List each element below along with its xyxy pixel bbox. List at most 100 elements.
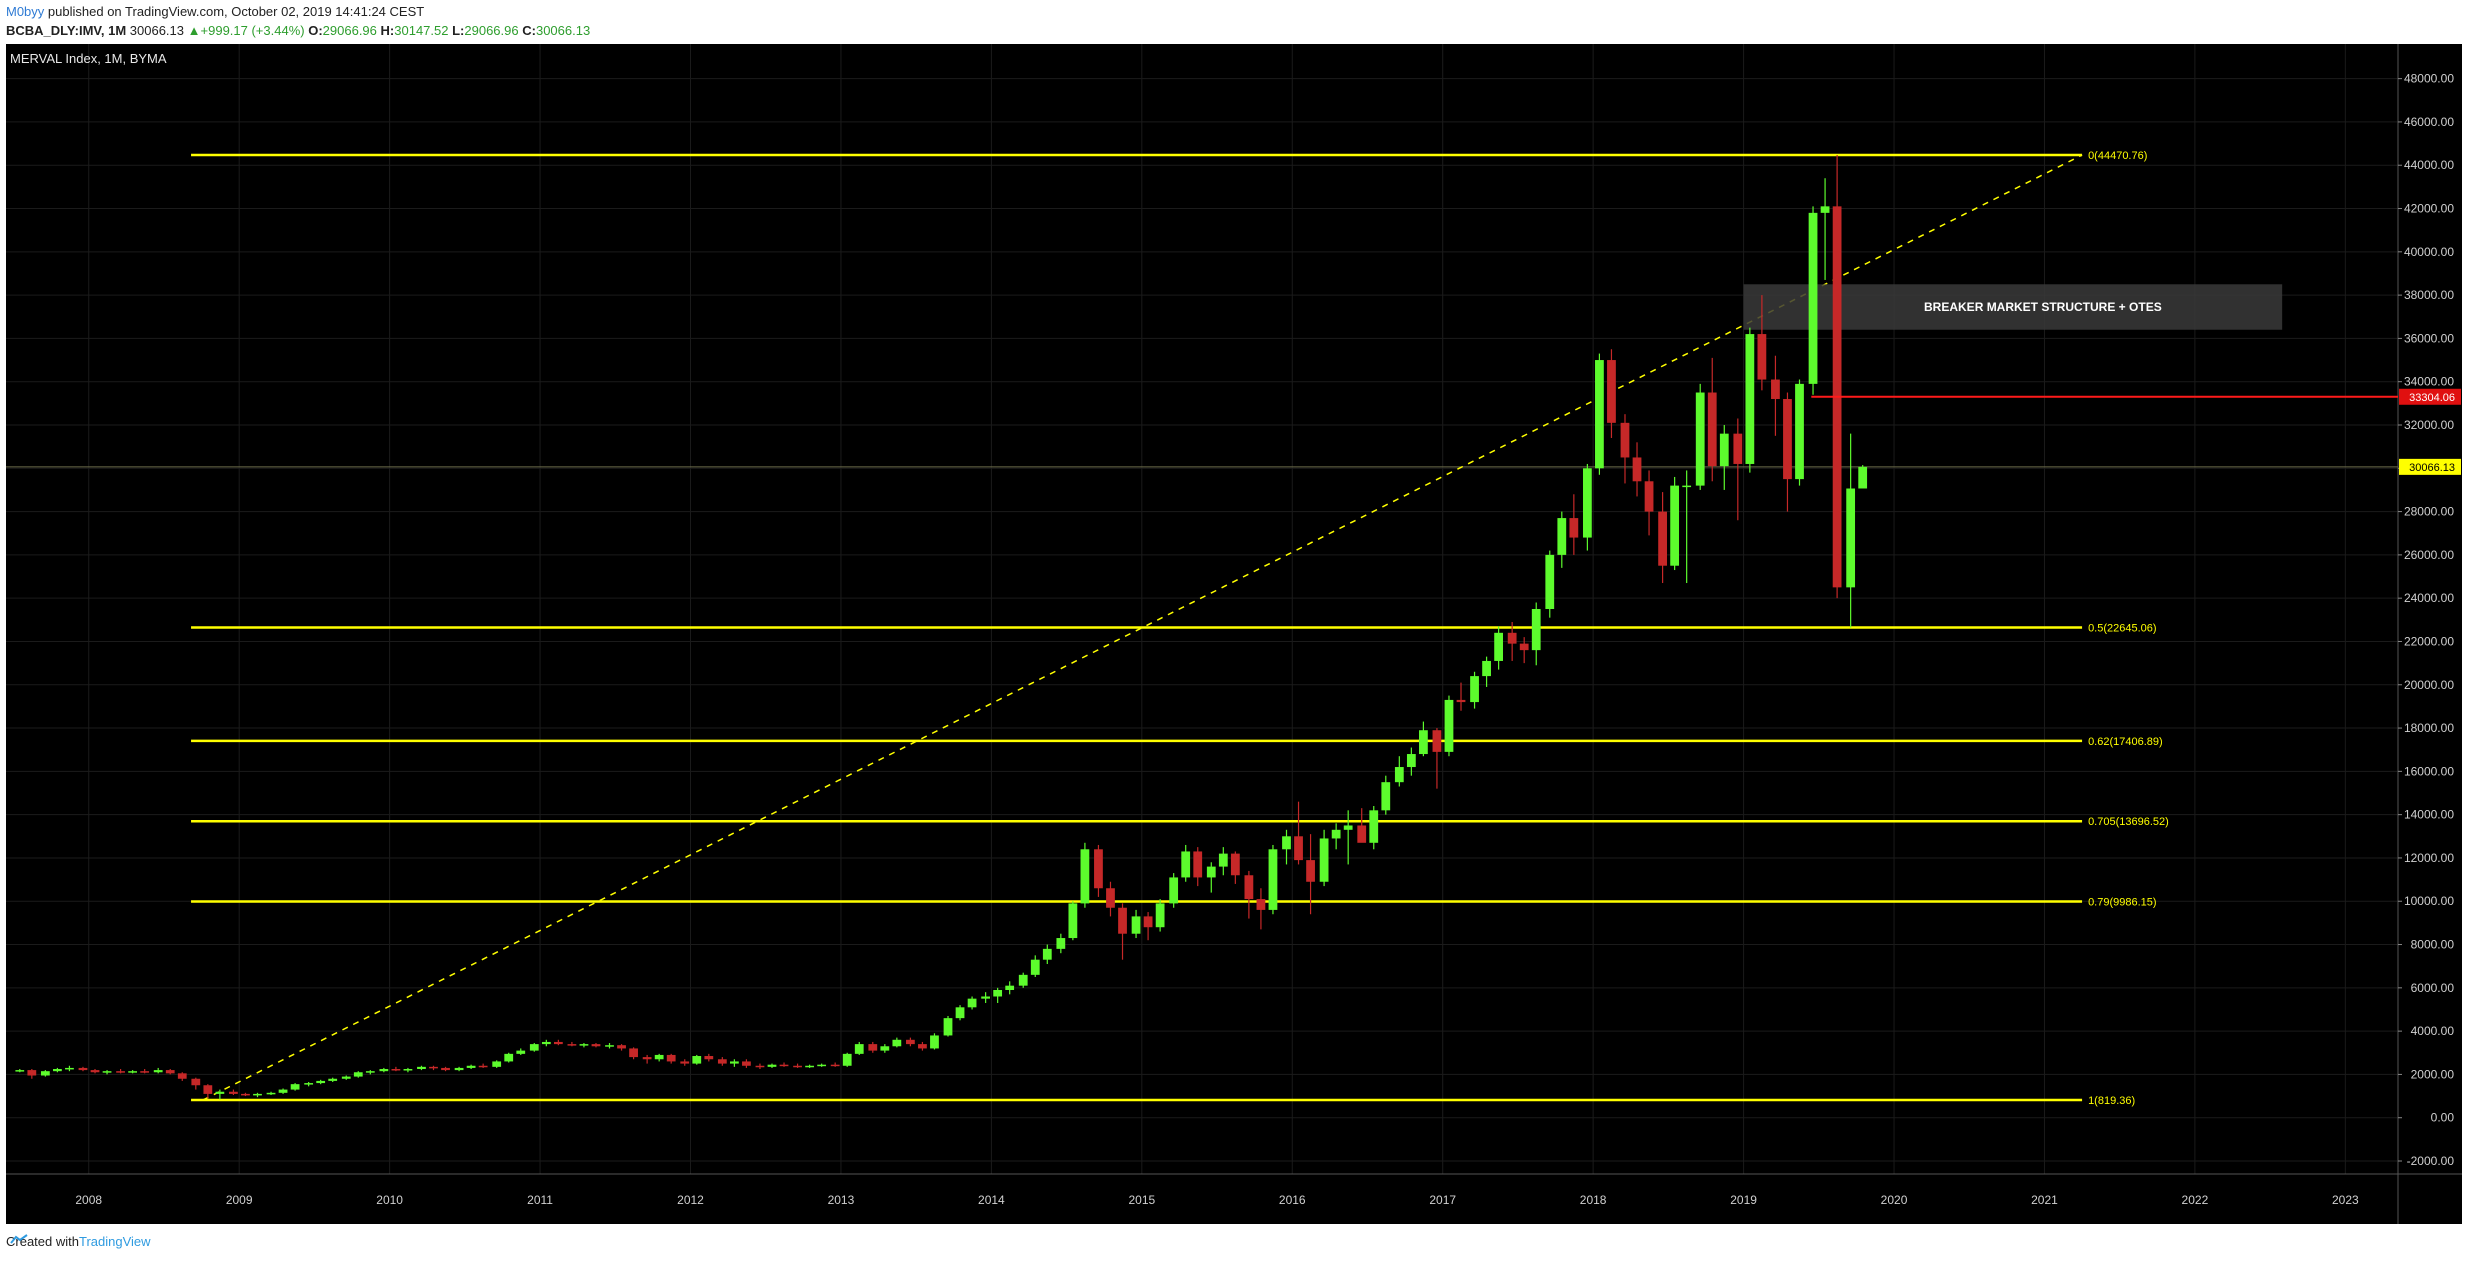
candle-body-up	[1858, 466, 1868, 489]
y-tick-label: 26000.00	[2404, 548, 2454, 562]
candle-body-up	[1406, 754, 1416, 768]
x-tick-label: 2014	[978, 1193, 1005, 1207]
candle-body-down	[666, 1054, 676, 1062]
candle-body-up	[1331, 829, 1341, 839]
candle-body-up	[504, 1053, 514, 1062]
author-link[interactable]: M0byy	[6, 4, 45, 19]
candle-body-up	[128, 1071, 138, 1073]
current-price-tag	[2399, 458, 2461, 475]
candle-body-down	[1632, 457, 1642, 482]
candle-body-up	[278, 1089, 288, 1093]
fib-level-label: 1(819.36)	[2088, 1095, 2135, 1107]
chart-panel[interactable]: 48000.00 46000.00 44000.00 42000.00 40000.00…	[6, 44, 2462, 1224]
fib-level-label: 0.705(13696.52)	[2088, 816, 2169, 828]
candle-body-down	[1733, 433, 1743, 464]
candle-body-up	[1268, 849, 1278, 910]
candle-body-up	[842, 1053, 852, 1066]
y-tick-label: 24000.00	[2404, 591, 2454, 605]
candle-body-up	[417, 1066, 426, 1070]
y-tick-label: 38000.00	[2404, 288, 2454, 302]
candle-body-up	[1745, 334, 1755, 464]
open-label: O:	[308, 23, 323, 38]
low-value: 29066.96	[464, 23, 519, 38]
candle-body-up	[1494, 632, 1504, 661]
candle-body-up	[516, 1050, 526, 1054]
candle-body-down	[629, 1048, 638, 1058]
candle-body-up	[1131, 916, 1141, 934]
candle-body-up	[943, 1018, 953, 1036]
x-tick-label: 2021	[2031, 1193, 2058, 1207]
candle-body-down	[203, 1085, 213, 1094]
candle-body-up	[529, 1044, 539, 1051]
candlestick-chart[interactable]: 48000.00 46000.00 44000.00 42000.00 40000.00…	[6, 44, 2462, 1224]
candle-body-down	[165, 1070, 175, 1074]
y-tick-label: 10000.00	[2404, 894, 2454, 908]
candle-body-down	[1783, 399, 1792, 480]
x-tick-label: 2012	[677, 1193, 704, 1207]
fib-level-label: 0.62(17406.89)	[2088, 736, 2163, 748]
candle-body-down	[704, 1056, 714, 1060]
candle-body-up	[767, 1064, 777, 1067]
candle-body-down	[1569, 518, 1579, 538]
x-tick-label: 2011	[527, 1193, 553, 1207]
candle-body-up	[1808, 212, 1818, 384]
candle-body-up	[379, 1069, 389, 1072]
candle-body-up	[1444, 699, 1454, 752]
published-text: published on TradingView.com, October 02…	[47, 4, 425, 19]
annotation-text: BREAKER MARKET STRUCTURE + OTES	[1924, 300, 2162, 314]
y-tick-label: 22000.00	[2404, 634, 2454, 648]
candle-body-up	[605, 1045, 614, 1047]
candle-body-up	[541, 1041, 551, 1045]
candle-body-down	[241, 1093, 250, 1096]
tradingview-link[interactable]: TradingView	[78, 1234, 151, 1249]
candle-body-up	[15, 1070, 25, 1072]
candle-body-down	[642, 1057, 652, 1060]
x-tick-label: 2023	[2332, 1193, 2359, 1207]
fib-level-label: 0(44470.76)	[2088, 150, 2147, 162]
candle-body-down	[591, 1044, 601, 1047]
candle-body-down	[1432, 730, 1442, 752]
chart-title: MERVAL Index, 1M, BYMA	[10, 51, 167, 66]
x-tick-label: 2022	[2182, 1193, 2209, 1207]
candle-body-up	[1719, 433, 1729, 467]
candle-body-up	[654, 1054, 664, 1060]
candle-body-down	[1519, 643, 1529, 651]
y-tick-label: 34000.00	[2404, 375, 2454, 389]
candle-body-up	[304, 1083, 314, 1085]
candle-body-down	[918, 1044, 927, 1049]
y-tick-label: 18000.00	[2404, 721, 2454, 735]
candle-body-up	[993, 989, 1003, 997]
candle-body-up	[403, 1069, 413, 1071]
current-price-label: 30066.13	[2409, 462, 2455, 474]
candle-body-down	[742, 1061, 751, 1066]
y-tick-label: 20000.00	[2404, 678, 2454, 692]
candle-body-up	[1545, 554, 1555, 609]
y-tick-label: 8000.00	[2411, 938, 2455, 952]
candle-body-up	[955, 1007, 965, 1019]
candle-body-up	[692, 1056, 702, 1064]
candle-body-down	[1294, 836, 1303, 861]
candle-body-down	[1507, 632, 1517, 644]
change-value: +999.17 (+3.44%)	[200, 23, 305, 38]
candle-body-up	[1582, 468, 1592, 538]
fib-level-label: 0.5(22645.06)	[2088, 623, 2157, 635]
candle-body-down	[906, 1039, 915, 1045]
candle-body-up	[892, 1039, 902, 1047]
x-tick-label: 2009	[226, 1193, 253, 1207]
y-tick-label: 0.00	[2431, 1111, 2455, 1125]
candle-body-down	[429, 1066, 438, 1069]
candle-body-up	[1080, 849, 1090, 904]
candle-body-up	[466, 1065, 476, 1068]
candle-body-up	[454, 1067, 464, 1071]
candle-body-up	[930, 1035, 939, 1049]
candle-body-down	[1456, 699, 1466, 703]
close-value: 30066.13	[535, 23, 591, 38]
candle-body-up	[1056, 938, 1066, 949]
candle-body-up	[579, 1044, 589, 1046]
candle-body-up	[1470, 676, 1479, 703]
candle-body-down	[1244, 875, 1254, 900]
candle-body-down	[1193, 851, 1203, 878]
candle-body-down	[1644, 481, 1654, 512]
candle-body-up	[1343, 825, 1353, 830]
y-tick-label: 12000.00	[2404, 851, 2454, 865]
